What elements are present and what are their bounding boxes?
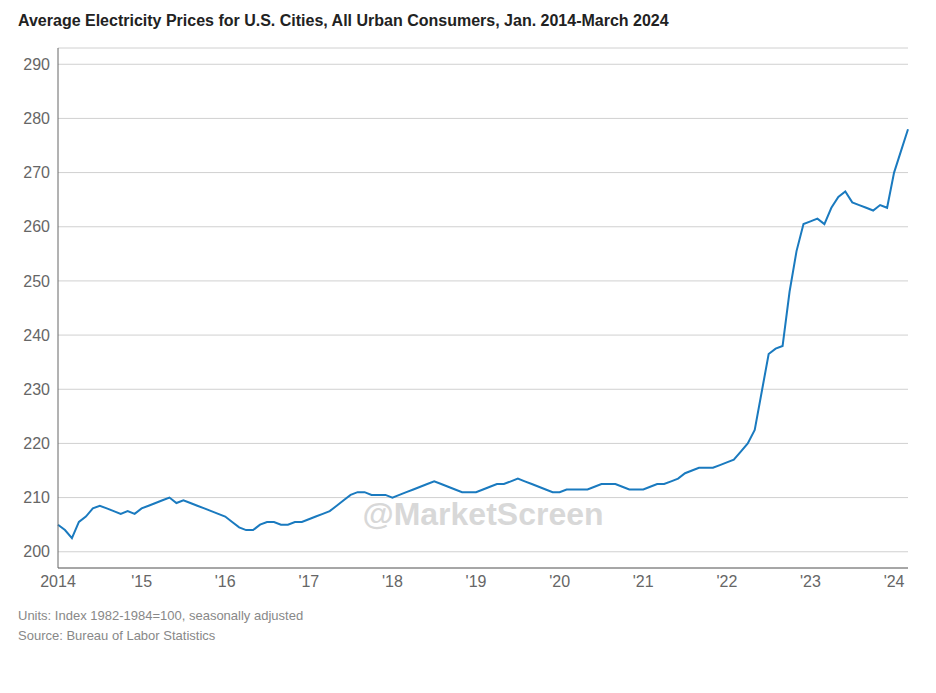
svg-text:280: 280 [23, 110, 50, 127]
svg-text:240: 240 [23, 327, 50, 344]
html-text:@MarketScreen: @MarketScreen [362, 496, 604, 532]
svg-text:'15: '15 [131, 573, 152, 590]
svg-text:230: 230 [23, 381, 50, 398]
svg-text:'18: '18 [382, 573, 403, 590]
svg-text:290: 290 [23, 56, 50, 73]
html-text:Source: Bureau of Labor Statis: Source: Bureau of Labor Statistics [18, 628, 216, 643]
svg-text:220: 220 [23, 435, 50, 452]
html-text:Average Electricity Prices for: Average Electricity Prices for U.S. Citi… [18, 12, 669, 29]
svg-text:'22: '22 [716, 573, 737, 590]
svg-text:'20: '20 [549, 573, 570, 590]
svg-text:2014: 2014 [40, 573, 76, 590]
svg-text:'17: '17 [298, 573, 319, 590]
svg-text:'19: '19 [466, 573, 487, 590]
svg-text:210: 210 [23, 489, 50, 506]
svg-text:'24: '24 [884, 573, 905, 590]
svg-text:250: 250 [23, 273, 50, 290]
svg-text:270: 270 [23, 164, 50, 181]
svg-text:'23: '23 [800, 573, 821, 590]
svg-text:'21: '21 [633, 573, 654, 590]
svg-text:'16: '16 [215, 573, 236, 590]
html-text:Units: Index 1982-1984=100, se: Units: Index 1982-1984=100, seasonally a… [18, 608, 304, 623]
svg-text:260: 260 [23, 218, 50, 235]
svg-text:200: 200 [23, 543, 50, 560]
